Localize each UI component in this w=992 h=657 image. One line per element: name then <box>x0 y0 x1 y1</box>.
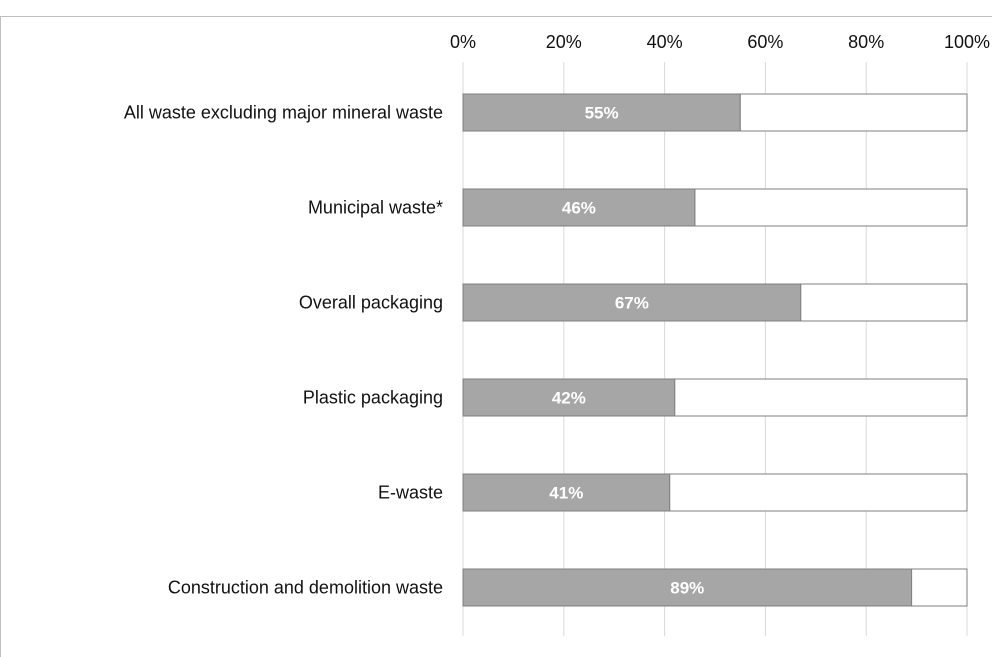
category-label: Plastic packaging <box>303 388 443 408</box>
bars: 55% 46% 67% 42% 41% 89% <box>462 93 968 607</box>
bar-remainder <box>739 93 968 132</box>
bar-filled <box>462 568 913 607</box>
x-tick-label: 80% <box>848 32 884 52</box>
gridlines <box>462 62 968 636</box>
bar-value-label: 41% <box>549 484 583 503</box>
bar-remainder <box>694 188 968 227</box>
bar-filled <box>462 378 676 417</box>
category-labels: All waste excluding major mineral waste M… <box>124 103 443 598</box>
x-tick-label: 60% <box>747 32 783 52</box>
category-label: E-waste <box>378 483 443 503</box>
bar-filled <box>462 283 802 322</box>
x-tick-label: 100% <box>944 32 990 52</box>
frame-left-border <box>0 16 1 657</box>
category-label: Municipal waste* <box>308 198 443 218</box>
bar-value-label: 55% <box>585 104 619 123</box>
category-label: Overall packaging <box>299 293 443 313</box>
category-label: All waste excluding major mineral waste <box>124 103 443 123</box>
bar-remainder <box>669 473 968 512</box>
bar-remainder <box>674 378 968 417</box>
x-tick-label: 20% <box>546 32 582 52</box>
frame-top-border <box>0 16 992 17</box>
x-tick-label: 40% <box>647 32 683 52</box>
bar-remainder <box>800 283 968 322</box>
bar-remainder <box>911 568 968 607</box>
bar-value-label: 67% <box>615 294 649 313</box>
bar-value-label: 46% <box>562 199 596 218</box>
category-label: Construction and demolition waste <box>168 578 443 598</box>
bar-value-label: 42% <box>552 389 586 408</box>
bar-filled <box>462 93 741 132</box>
bar-value-label: 89% <box>670 579 704 598</box>
bar-filled <box>462 188 696 227</box>
x-axis-ticks: 0% 20% 40% 60% 80% 100% <box>450 32 990 52</box>
bar-filled <box>462 473 671 512</box>
x-tick-label: 0% <box>450 32 476 52</box>
